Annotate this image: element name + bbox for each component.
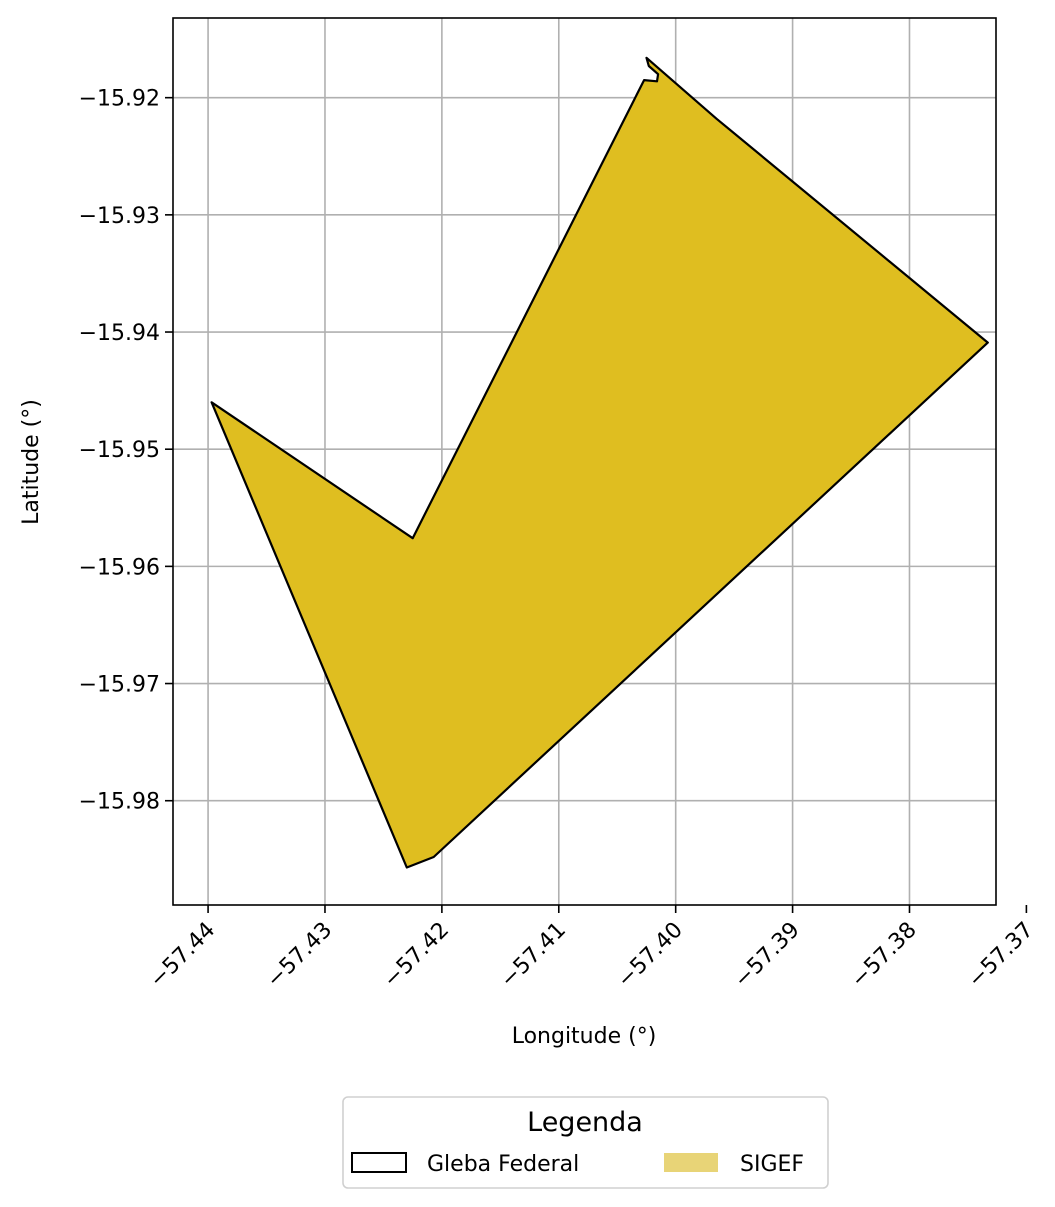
legend-label-sigef: SIGEF bbox=[740, 1152, 804, 1177]
legend-swatch-sigef bbox=[664, 1153, 718, 1172]
y-tick-label-3: −15.95 bbox=[79, 438, 160, 463]
map-frame bbox=[172, 17, 997, 906]
y-axis-label: Latitude (°) bbox=[19, 399, 44, 525]
y-tick-label-6: −15.98 bbox=[79, 790, 160, 815]
legend-label-gleba-federal: Gleba Federal bbox=[427, 1152, 579, 1177]
legend-title: Legenda bbox=[527, 1107, 643, 1138]
gleba-polygon[interactable] bbox=[210, 56, 989, 869]
y-tick-label-4: −15.96 bbox=[79, 555, 160, 580]
y-tick-label-1: −15.93 bbox=[79, 204, 160, 229]
legend-swatch-gleba-federal bbox=[351, 1152, 407, 1173]
x-axis-label: Longitude (°) bbox=[512, 1024, 657, 1049]
y-tick-label-0: −15.92 bbox=[79, 87, 160, 112]
y-axis-ticks: −15.92 −15.93 −15.94 −15.95 −15.96 −15.97 −15.… bbox=[79, 87, 173, 815]
y-tick-label-2: −15.94 bbox=[79, 321, 160, 346]
y-tick-label-5: −15.97 bbox=[79, 673, 160, 698]
legend: Legenda Gleba Federal SIGEF bbox=[342, 1096, 829, 1189]
